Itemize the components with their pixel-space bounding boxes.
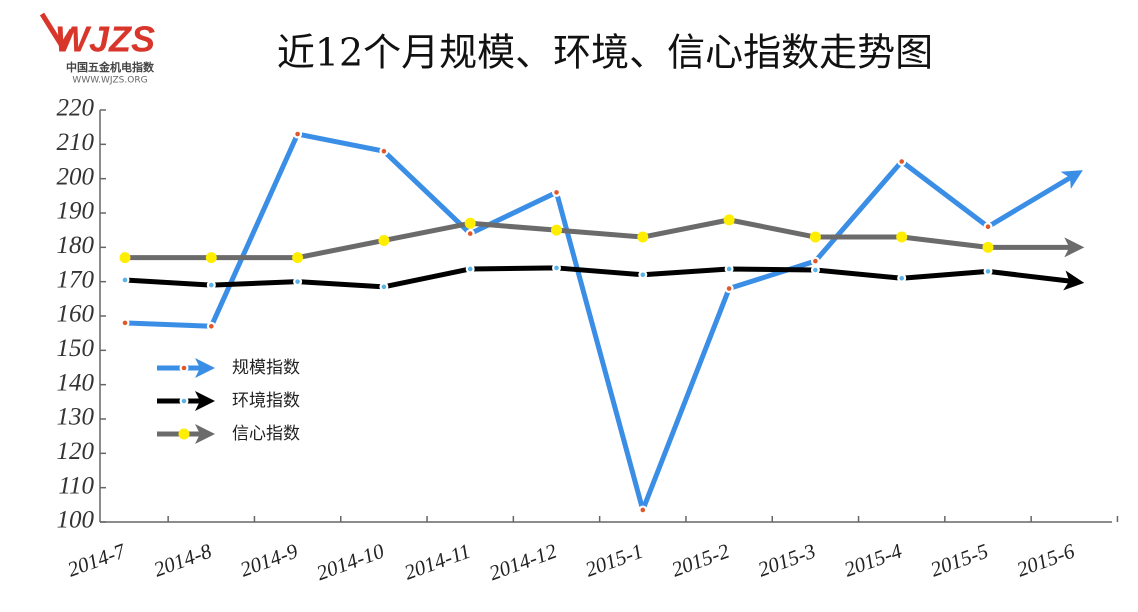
y-tick-label: 150 <box>57 335 95 362</box>
y-tick-label: 170 <box>57 266 95 293</box>
x-tick-label: 2014-11 <box>401 539 474 585</box>
legend-label: 环境指数 <box>232 391 300 411</box>
point-marker-dot <box>381 284 387 290</box>
series-line <box>124 265 1085 291</box>
y-tick-label: 200 <box>57 163 95 190</box>
point-marker-dot <box>467 266 473 272</box>
x-tick-label: 2015-1 <box>582 539 646 582</box>
point-marker-dot <box>813 258 818 264</box>
y-tick-label: 210 <box>57 129 95 156</box>
legend-label: 规模指数 <box>232 358 300 378</box>
x-tick-label: 2015-5 <box>927 539 991 582</box>
point-marker-dot <box>640 272 646 278</box>
point-marker <box>982 241 994 253</box>
legend-label: 信心指数 <box>232 424 300 444</box>
point-marker-dot <box>381 148 387 154</box>
chart-title: 近12个月规模、环境、信心指数走势图 <box>277 31 933 75</box>
point-marker <box>464 217 476 229</box>
legend-marker-dot <box>181 365 187 371</box>
point-marker-dot <box>209 282 214 288</box>
point-marker <box>723 214 735 226</box>
y-tick-label: 160 <box>57 301 95 328</box>
y-tick-label: 180 <box>57 232 95 259</box>
y-tick-label: 120 <box>57 438 95 465</box>
point-marker-dot <box>467 231 473 236</box>
series-line <box>124 131 1083 513</box>
point-marker-dot <box>726 266 732 272</box>
point-marker <box>119 252 131 264</box>
x-tick-label: 2015-4 <box>841 538 906 581</box>
legend-marker <box>178 428 190 440</box>
x-tick-label: 2014-9 <box>237 538 302 581</box>
x-tick-label: 2014-12 <box>486 538 560 585</box>
point-marker-dot <box>554 190 559 195</box>
y-tick-label: 190 <box>57 198 95 225</box>
point-marker-dot <box>122 277 128 283</box>
point-marker <box>551 224 562 236</box>
point-marker-dot <box>640 507 646 513</box>
y-tick-label: 220 <box>57 95 95 122</box>
x-tick-label: 2015-6 <box>1014 538 1079 581</box>
series-line <box>125 217 1085 261</box>
point-marker-dot <box>985 224 991 230</box>
y-tick-label: 140 <box>57 369 95 396</box>
point-marker <box>637 231 649 243</box>
logo: WJZS 中国五金机电指数 WWW.WJZS.ORG <box>39 12 155 86</box>
x-tick-label: 2014-10 <box>313 538 387 585</box>
y-tick-label: 130 <box>57 404 95 431</box>
point-marker <box>292 252 304 264</box>
point-marker-dot <box>985 269 991 274</box>
point-marker-dot <box>295 279 300 284</box>
point-marker-dot <box>209 324 214 329</box>
point-marker-dot <box>813 267 818 273</box>
legend-marker-dot <box>181 398 187 404</box>
x-tick-label: 2014-7 <box>64 538 130 581</box>
logo-arrow <box>39 12 75 51</box>
point-marker-dot <box>554 265 559 271</box>
x-tick-label: 2015-3 <box>755 539 819 582</box>
y-tick-label: 100 <box>57 507 95 534</box>
logo-brand: WJZS <box>55 19 155 60</box>
point-marker-dot <box>899 275 904 281</box>
point-marker <box>896 231 908 243</box>
point-marker-dot <box>899 159 904 164</box>
logo-name: 中国五金机电指数 <box>66 60 155 74</box>
point-marker-dot <box>122 320 128 326</box>
x-tick-label: 2014-8 <box>151 538 216 581</box>
point-marker <box>809 231 821 243</box>
point-marker <box>378 234 390 246</box>
y-tick-label: 110 <box>58 472 94 499</box>
point-marker-dot <box>726 286 732 291</box>
logo-url: WWW.WJZS.ORG <box>72 76 147 86</box>
point-marker <box>205 252 217 264</box>
x-tick-label: 2015-2 <box>668 538 733 581</box>
point-marker-dot <box>295 131 300 137</box>
